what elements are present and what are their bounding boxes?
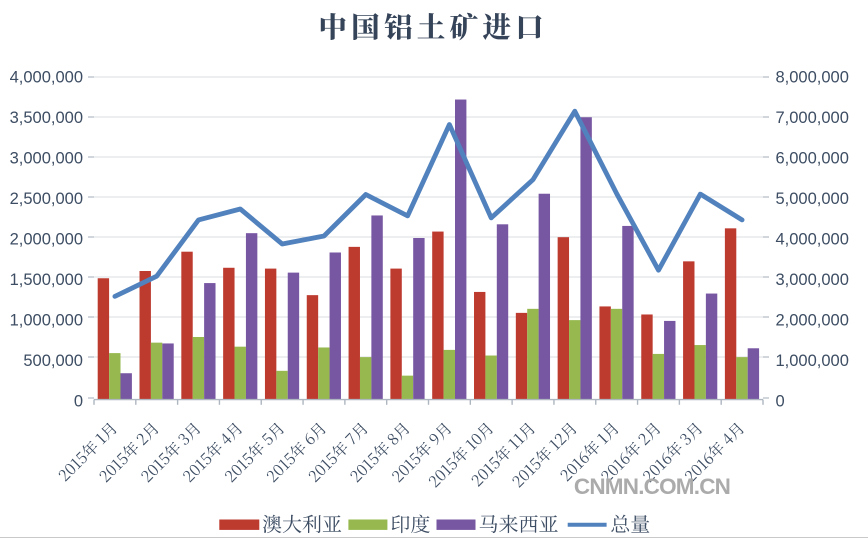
svg-text:6,000,000: 6,000,000 xyxy=(776,150,849,168)
svg-text:4,000,000: 4,000,000 xyxy=(776,231,849,249)
svg-text:1,000,000: 1,000,000 xyxy=(776,352,849,370)
svg-text:2,000,000: 2,000,000 xyxy=(10,231,83,249)
svg-text:500,000: 500,000 xyxy=(23,352,83,370)
svg-text:1,000,000: 1,000,000 xyxy=(10,312,83,330)
svg-text:3,000,000: 3,000,000 xyxy=(776,271,849,289)
svg-text:1,500,000: 1,500,000 xyxy=(10,271,83,289)
svg-text:3,000,000: 3,000,000 xyxy=(10,150,83,168)
svg-text:2,000,000: 2,000,000 xyxy=(776,312,849,330)
svg-text:CNMN.COM.CN: CNMN.COM.CN xyxy=(574,474,730,499)
svg-text:5,000,000: 5,000,000 xyxy=(776,190,849,208)
svg-text:3,500,000: 3,500,000 xyxy=(10,109,83,127)
svg-text:4,000,000: 4,000,000 xyxy=(10,69,83,87)
svg-text:2,500,000: 2,500,000 xyxy=(10,190,83,208)
svg-text:8,000,000: 8,000,000 xyxy=(776,69,849,87)
svg-text:7,000,000: 7,000,000 xyxy=(776,109,849,127)
svg-text:0: 0 xyxy=(776,393,785,411)
svg-text:0: 0 xyxy=(74,393,83,411)
